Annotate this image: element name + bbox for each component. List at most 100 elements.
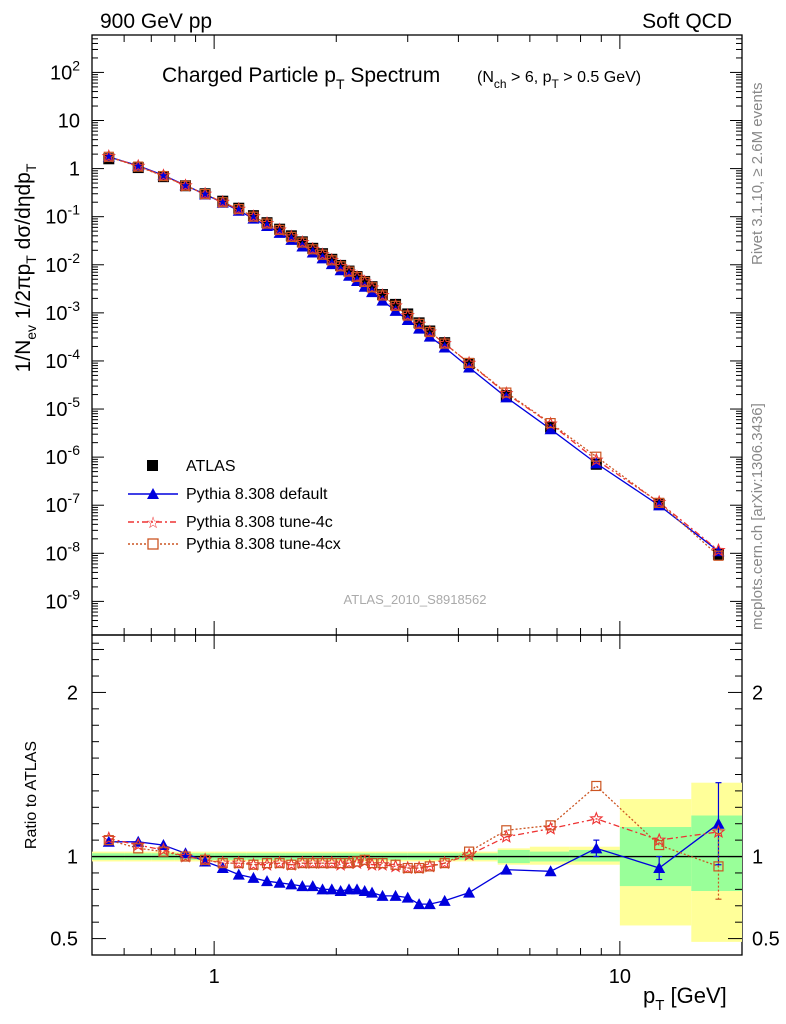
y-tick-label: 10-6 bbox=[45, 442, 80, 469]
point-tune4cx bbox=[217, 197, 228, 208]
point-tune4cx bbox=[199, 188, 211, 200]
ratio-point-tune4cx bbox=[351, 856, 363, 867]
ratio-point-tune4cx bbox=[335, 858, 346, 869]
mcplots-label: mcplots.cern.ch [arXiv:1306.3436] bbox=[749, 403, 766, 630]
ratio-point-default bbox=[389, 889, 402, 901]
ratio-point-tune4cx bbox=[133, 843, 144, 854]
legend-label-atlas: ATLAS bbox=[186, 458, 236, 475]
ratio-point-tune4cx bbox=[248, 859, 259, 870]
ratio-point-tune4cx bbox=[261, 858, 273, 869]
legend-marker-default bbox=[147, 488, 159, 499]
point-tune4cx bbox=[261, 218, 273, 229]
point-tune4cx bbox=[286, 231, 297, 242]
y-tick-label: 10-5 bbox=[45, 394, 80, 421]
y-axis-title: 1/Nev 1/2πpT dσ/dηdpT bbox=[12, 163, 39, 372]
y-tick-label: 10-4 bbox=[45, 346, 80, 373]
ratio-point-tune4cx bbox=[591, 780, 602, 792]
ratio-point-tune4cx bbox=[545, 820, 556, 831]
point-default bbox=[296, 240, 309, 252]
point-tune4cx bbox=[274, 224, 285, 236]
point-tune4cx bbox=[335, 261, 346, 272]
ratio-point-default bbox=[401, 891, 414, 903]
point-tune4cx bbox=[248, 211, 259, 222]
ratio-point-tune4cx bbox=[713, 861, 724, 872]
x-tick-label: 1 bbox=[209, 966, 220, 988]
point-tune4cx bbox=[413, 318, 425, 329]
legend: ATLAS Pythia 8.308 default ☆ Pythia 8.30… bbox=[128, 458, 341, 553]
ratio-point-default bbox=[590, 842, 603, 854]
ratio-point-default bbox=[325, 883, 338, 895]
point-tune4cx bbox=[133, 161, 144, 172]
ratio-point-tune4cx bbox=[366, 858, 378, 869]
ratio-point-tune4cx bbox=[199, 854, 211, 865]
ratio-tick-label-left: 0.5 bbox=[50, 929, 78, 951]
ratio-tick-label-left: 2 bbox=[67, 682, 78, 704]
point-tune4cx bbox=[591, 451, 602, 462]
point-tune4cx bbox=[463, 357, 475, 369]
ratio-point-default bbox=[358, 885, 371, 896]
ratio-tick-label-right: 0.5 bbox=[752, 929, 780, 951]
y-tick-label: 10-8 bbox=[45, 538, 80, 565]
ratio-point-tune4cx bbox=[307, 858, 318, 869]
ratio-point-tune4c bbox=[131, 837, 146, 852]
ratio-point-tune4cx bbox=[233, 858, 244, 869]
point-tune4cx bbox=[307, 244, 318, 255]
ratio-point-default bbox=[423, 898, 436, 910]
ratio-point-tune4cx bbox=[413, 862, 425, 874]
point-tune4cx bbox=[359, 276, 370, 288]
point-tune4cx bbox=[180, 180, 191, 191]
analysis-id: ATLAS_2010_S8918562 bbox=[344, 592, 487, 607]
ratio-point-default bbox=[306, 880, 319, 892]
ratio-point-default bbox=[296, 880, 309, 892]
ratio-point-tune4cx bbox=[217, 858, 228, 869]
y-tick-label: 10-1 bbox=[45, 202, 80, 229]
ratio-point-tune4cx bbox=[103, 835, 114, 846]
ratio-point-default bbox=[366, 886, 379, 898]
ratio-point-tune4cx bbox=[297, 858, 308, 869]
point-tune4cx bbox=[390, 300, 401, 311]
ratio-point-tune4cx bbox=[390, 859, 401, 870]
ratio-point-tune4c bbox=[652, 832, 667, 847]
ratio-point-tune4cx bbox=[343, 858, 355, 869]
point-tune4cx bbox=[317, 249, 328, 260]
point-tune4cx bbox=[158, 170, 169, 182]
ratio-point-tune4c bbox=[711, 824, 726, 839]
ratio-point-default bbox=[273, 876, 286, 888]
ratio-point-default bbox=[712, 817, 725, 829]
point-tune4cx bbox=[343, 266, 355, 277]
point-tune4cx bbox=[545, 417, 556, 429]
legend-label-default: Pythia 8.308 default bbox=[186, 486, 328, 503]
ratio-point-tune4cx bbox=[439, 858, 450, 869]
category-label: Soft QCD bbox=[642, 10, 732, 33]
ratio-point-default bbox=[351, 883, 364, 895]
ratio-point-default bbox=[653, 862, 666, 874]
ratio-point-default bbox=[179, 847, 192, 859]
ratio-point-tune4cx bbox=[180, 851, 191, 862]
ratio-point-default bbox=[500, 863, 513, 875]
y-tick-label: 1 bbox=[69, 159, 80, 181]
energy-label: 900 GeV pp bbox=[100, 10, 212, 33]
point-tune4cx bbox=[424, 326, 435, 338]
point-tune4cx bbox=[654, 497, 665, 508]
legend-marker-atlas bbox=[147, 460, 158, 471]
point-data bbox=[390, 298, 402, 310]
x-axis-title: pT [GeV] bbox=[643, 983, 727, 1014]
ratio-point-default bbox=[413, 898, 426, 910]
ratio-point-tune4cx bbox=[501, 825, 512, 836]
band-stat-bin bbox=[569, 849, 620, 862]
point-data bbox=[402, 308, 414, 320]
ratio-point-tune4cx bbox=[424, 861, 435, 872]
y-tick-label: 10-9 bbox=[45, 586, 80, 613]
ratio-point-default bbox=[343, 883, 356, 895]
point-tune4cx bbox=[501, 387, 512, 398]
point-default bbox=[544, 423, 557, 435]
ratio-point-default bbox=[544, 865, 557, 877]
y-tick-label: 10 bbox=[58, 111, 80, 133]
ratio-point-tune4cx bbox=[274, 858, 285, 869]
ratio-point-tune4cx bbox=[654, 839, 665, 851]
x-tick-label: 10 bbox=[609, 966, 631, 988]
plot-cuts: (Nch > 6, pT > 0.5 GeV) bbox=[477, 69, 641, 91]
point-tune4cx bbox=[366, 282, 378, 293]
legend-marker-tune4cx bbox=[147, 538, 159, 550]
